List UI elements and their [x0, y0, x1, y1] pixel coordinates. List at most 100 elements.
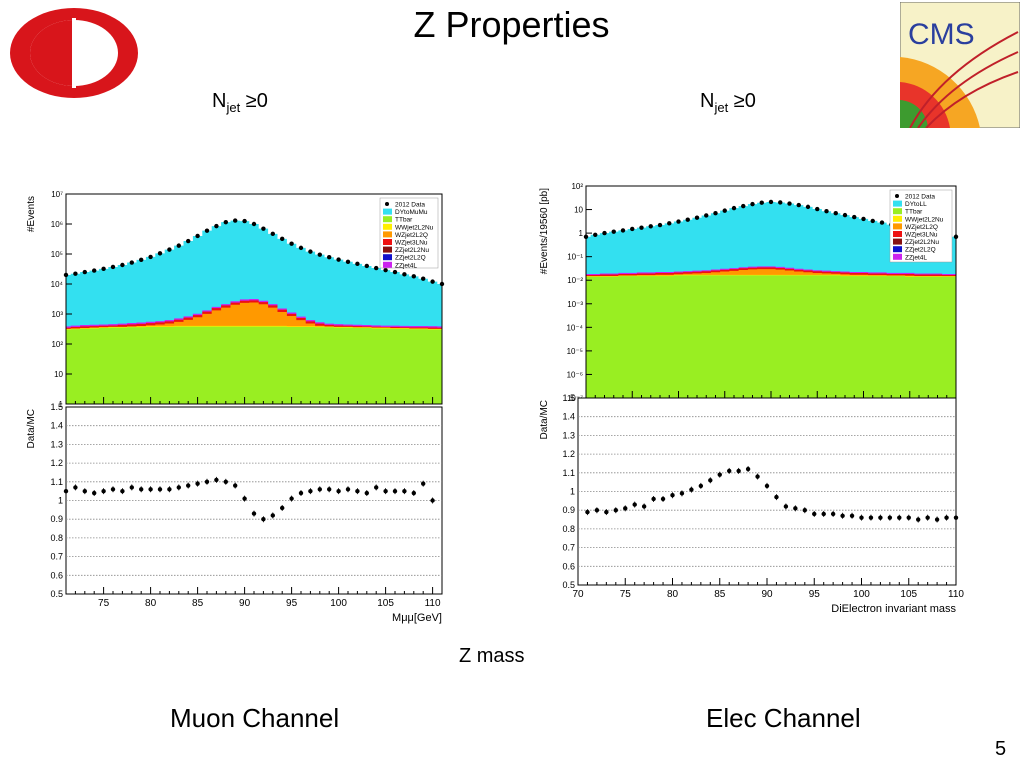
data-point	[824, 209, 829, 214]
x-tick-label: 105	[377, 598, 394, 609]
ratio-point	[934, 517, 940, 522]
legend-entry: WWjet2L2Nu	[395, 224, 434, 231]
ratio-point	[906, 515, 911, 520]
ratio-point	[421, 481, 426, 486]
data-point	[611, 229, 616, 234]
data-point	[327, 255, 332, 260]
legend-swatch	[893, 231, 902, 237]
ratio-point	[793, 506, 798, 511]
ratio-point	[897, 515, 902, 520]
ratio-point	[129, 485, 134, 490]
legend-swatch	[383, 208, 392, 215]
ratio-point	[727, 468, 732, 474]
legend-swatch	[893, 253, 902, 260]
data-point	[787, 201, 792, 206]
legend-entry: WZjet2L2Q	[395, 232, 428, 239]
x-tick-label: 100	[853, 589, 870, 600]
data-point	[953, 234, 959, 239]
ratio-point	[374, 485, 379, 490]
ratio-point	[402, 488, 407, 494]
data-point	[129, 260, 134, 265]
legend-entry: DYtoMuMu	[395, 209, 428, 216]
x-tick-label: 90	[761, 589, 773, 600]
ratio-point	[364, 490, 369, 496]
ratio-point	[336, 488, 341, 494]
data-point	[383, 267, 388, 273]
x-tick-label: 70	[572, 589, 584, 600]
y-tick-label: 1	[58, 496, 63, 506]
ratio-point	[755, 474, 760, 479]
ratio-point	[594, 508, 600, 513]
y-tick-label: 1.1	[50, 477, 63, 487]
ratio-point	[859, 515, 864, 520]
y-axis-label: Data/MC	[539, 400, 550, 439]
y-tick-label: 10⁴	[51, 280, 64, 289]
legend-entry: ZZjet2L2Q	[905, 247, 936, 254]
legend-entry: DYtoLL	[905, 201, 927, 208]
ratio-point	[261, 517, 266, 522]
y-tick-label: 1.1	[562, 468, 575, 478]
data-point	[317, 252, 322, 257]
ratio-point	[632, 502, 637, 507]
ratio-point	[812, 511, 817, 517]
ratio-point	[204, 479, 210, 484]
legend-swatch	[383, 261, 392, 268]
y-tick-label: 0.5	[50, 589, 63, 599]
ratio-point	[717, 472, 722, 477]
ratio-point	[887, 515, 893, 520]
data-point	[704, 213, 709, 218]
elec-channel-caption: Elec Channel	[706, 703, 861, 733]
legend-swatch	[893, 200, 902, 207]
y-tick-label: 0.9	[562, 505, 575, 515]
data-point	[101, 266, 106, 272]
data-point	[778, 200, 783, 205]
slide-title: Z Properties	[413, 4, 610, 45]
x-tick-label: 75	[98, 598, 110, 609]
ratio-frame	[65, 406, 443, 595]
legend-entry: 2012 Data	[905, 194, 935, 201]
ratio-point	[73, 485, 78, 490]
data-point	[289, 241, 294, 246]
data-point	[336, 257, 341, 262]
data-point	[815, 206, 820, 212]
ratio-point	[774, 494, 779, 500]
legend-entry: WWjet2L2Nu	[905, 216, 944, 223]
data-point	[242, 218, 247, 224]
y-tick-label: 0.9	[50, 514, 63, 524]
y-tick-label: 1.4	[562, 412, 575, 422]
legend-swatch	[383, 239, 392, 245]
ratio-point	[708, 478, 713, 483]
ratio-point	[916, 517, 921, 522]
legend-marker	[385, 202, 389, 206]
ratio-point	[830, 511, 836, 517]
ratio-point	[345, 487, 351, 492]
data-point	[280, 236, 285, 242]
ttbar-area	[66, 326, 442, 404]
ratio-point	[868, 515, 874, 520]
ratio-point	[242, 496, 247, 501]
data-point	[768, 199, 774, 205]
y-tick-label: 10²	[571, 182, 583, 191]
x-tick-label: 95	[809, 589, 821, 600]
data-point	[676, 219, 681, 224]
ratio-point	[214, 477, 219, 483]
ratio-point	[63, 488, 69, 494]
ratio-point	[604, 509, 609, 515]
njet-label-right: Njet ≥0	[700, 90, 756, 115]
ratio-point	[613, 508, 618, 513]
data-point	[120, 262, 125, 268]
ratio-point	[383, 488, 388, 494]
y-tick-label: 0.8	[50, 533, 63, 543]
y-tick-label: 10⁶	[51, 220, 63, 229]
ratio-point	[223, 479, 228, 484]
legend-entry: WZjet2L2Q	[905, 224, 938, 231]
data-point	[421, 276, 426, 281]
data-point	[298, 245, 304, 251]
ratio-point	[679, 491, 685, 496]
legend-swatch	[893, 238, 902, 245]
legend-entry: WZjet3LNu	[395, 240, 428, 247]
cms-logo: CMS	[900, 2, 1020, 128]
y-tick-label: 0.7	[562, 543, 575, 553]
x-tick-label: 80	[145, 598, 157, 609]
